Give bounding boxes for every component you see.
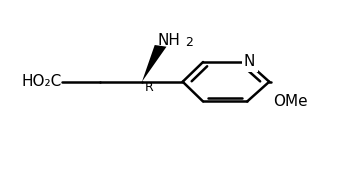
Text: HO₂C: HO₂C [21, 74, 62, 89]
Polygon shape [142, 45, 167, 82]
Text: N: N [244, 55, 255, 70]
Text: NH: NH [157, 33, 180, 48]
Text: R: R [145, 81, 154, 94]
Text: 2: 2 [185, 36, 193, 49]
Text: OMe: OMe [273, 94, 307, 109]
